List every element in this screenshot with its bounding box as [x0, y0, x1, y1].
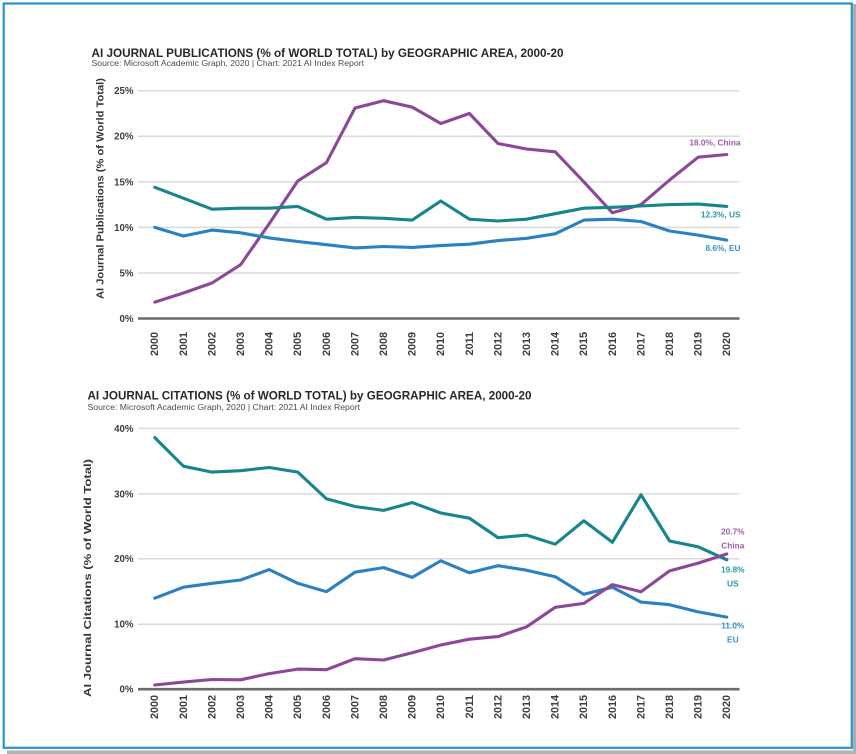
svg-text:2012: 2012	[492, 332, 504, 356]
svg-text:18.0%, China: 18.0%, China	[689, 138, 741, 148]
svg-text:2013: 2013	[521, 695, 533, 719]
svg-text:2010: 2010	[435, 332, 447, 356]
svg-text:AI Journal Citations (% of Wor: AI Journal Citations (% of World Total)	[83, 459, 94, 697]
svg-text:AI Journal Publications (% of: AI Journal Publications (% of World Tota…	[96, 78, 107, 299]
svg-text:2002: 2002	[206, 332, 218, 356]
svg-text:19.8%: 19.8%	[721, 565, 745, 575]
svg-text:AI JOURNAL PUBLICATIONS (% of: AI JOURNAL PUBLICATIONS (% of WORLD TOTA…	[92, 46, 564, 60]
svg-text:2016: 2016	[607, 332, 619, 356]
svg-text:8.6%, EU: 8.6%, EU	[705, 243, 740, 253]
svg-text:2019: 2019	[693, 695, 705, 719]
svg-text:2020: 2020	[721, 695, 733, 719]
svg-text:2015: 2015	[578, 695, 590, 719]
svg-text:0%: 0%	[119, 314, 133, 325]
svg-text:25%: 25%	[114, 86, 134, 97]
svg-text:2010: 2010	[435, 695, 447, 719]
svg-text:2001: 2001	[178, 332, 190, 356]
svg-text:2008: 2008	[378, 695, 390, 719]
svg-text:2005: 2005	[292, 695, 304, 719]
svg-text:2017: 2017	[635, 332, 647, 356]
svg-text:12.3%, US: 12.3%, US	[701, 210, 741, 220]
svg-text:2017: 2017	[635, 695, 647, 719]
svg-text:10%: 10%	[114, 223, 134, 234]
svg-text:2007: 2007	[349, 332, 361, 356]
svg-text:2016: 2016	[607, 695, 619, 719]
svg-text:15%: 15%	[114, 177, 134, 188]
svg-text:2009: 2009	[407, 695, 419, 719]
svg-text:2012: 2012	[492, 695, 504, 719]
svg-text:2018: 2018	[664, 695, 676, 719]
svg-text:11.0%: 11.0%	[721, 621, 745, 631]
svg-text:2009: 2009	[407, 332, 419, 356]
svg-text:0%: 0%	[119, 685, 133, 696]
svg-text:2015: 2015	[578, 332, 590, 356]
svg-text:US: US	[727, 579, 739, 589]
svg-text:2020: 2020	[721, 332, 733, 356]
svg-text:2006: 2006	[321, 695, 333, 719]
svg-text:EU: EU	[727, 635, 739, 645]
svg-text:China: China	[721, 541, 744, 551]
svg-text:2003: 2003	[235, 332, 247, 356]
svg-text:2014: 2014	[550, 332, 562, 356]
svg-text:10%: 10%	[114, 620, 134, 631]
svg-text:2004: 2004	[264, 332, 276, 356]
svg-text:2003: 2003	[235, 695, 247, 719]
svg-text:2018: 2018	[664, 332, 676, 356]
svg-text:2000: 2000	[149, 695, 161, 719]
svg-text:AI JOURNAL CITATIONS (% of WOR: AI JOURNAL CITATIONS (% of WORLD TOTAL) …	[88, 389, 532, 403]
svg-text:5%: 5%	[119, 268, 133, 279]
svg-text:2007: 2007	[349, 695, 361, 719]
svg-text:20.7%: 20.7%	[721, 527, 745, 537]
svg-text:20%: 20%	[114, 554, 134, 565]
svg-text:2008: 2008	[378, 332, 390, 356]
svg-text:2011: 2011	[464, 332, 476, 355]
svg-text:2001: 2001	[178, 695, 190, 719]
svg-text:2004: 2004	[264, 695, 276, 719]
svg-text:Source: Microsoft Academic Gra: Source: Microsoft Academic Graph, 2020 |…	[88, 403, 361, 412]
svg-text:2013: 2013	[521, 332, 533, 356]
svg-text:40%: 40%	[114, 424, 134, 435]
svg-text:20%: 20%	[114, 132, 134, 143]
svg-text:2014: 2014	[550, 695, 562, 719]
svg-text:30%: 30%	[114, 489, 134, 500]
svg-text:2002: 2002	[206, 695, 218, 719]
svg-text:Source: Microsoft Academic Gra: Source: Microsoft Academic Graph, 2020 |…	[92, 59, 365, 68]
svg-text:2019: 2019	[693, 332, 705, 356]
svg-text:2000: 2000	[149, 332, 161, 356]
svg-text:2006: 2006	[321, 332, 333, 356]
svg-text:2005: 2005	[292, 332, 304, 356]
svg-text:2011: 2011	[464, 695, 476, 718]
